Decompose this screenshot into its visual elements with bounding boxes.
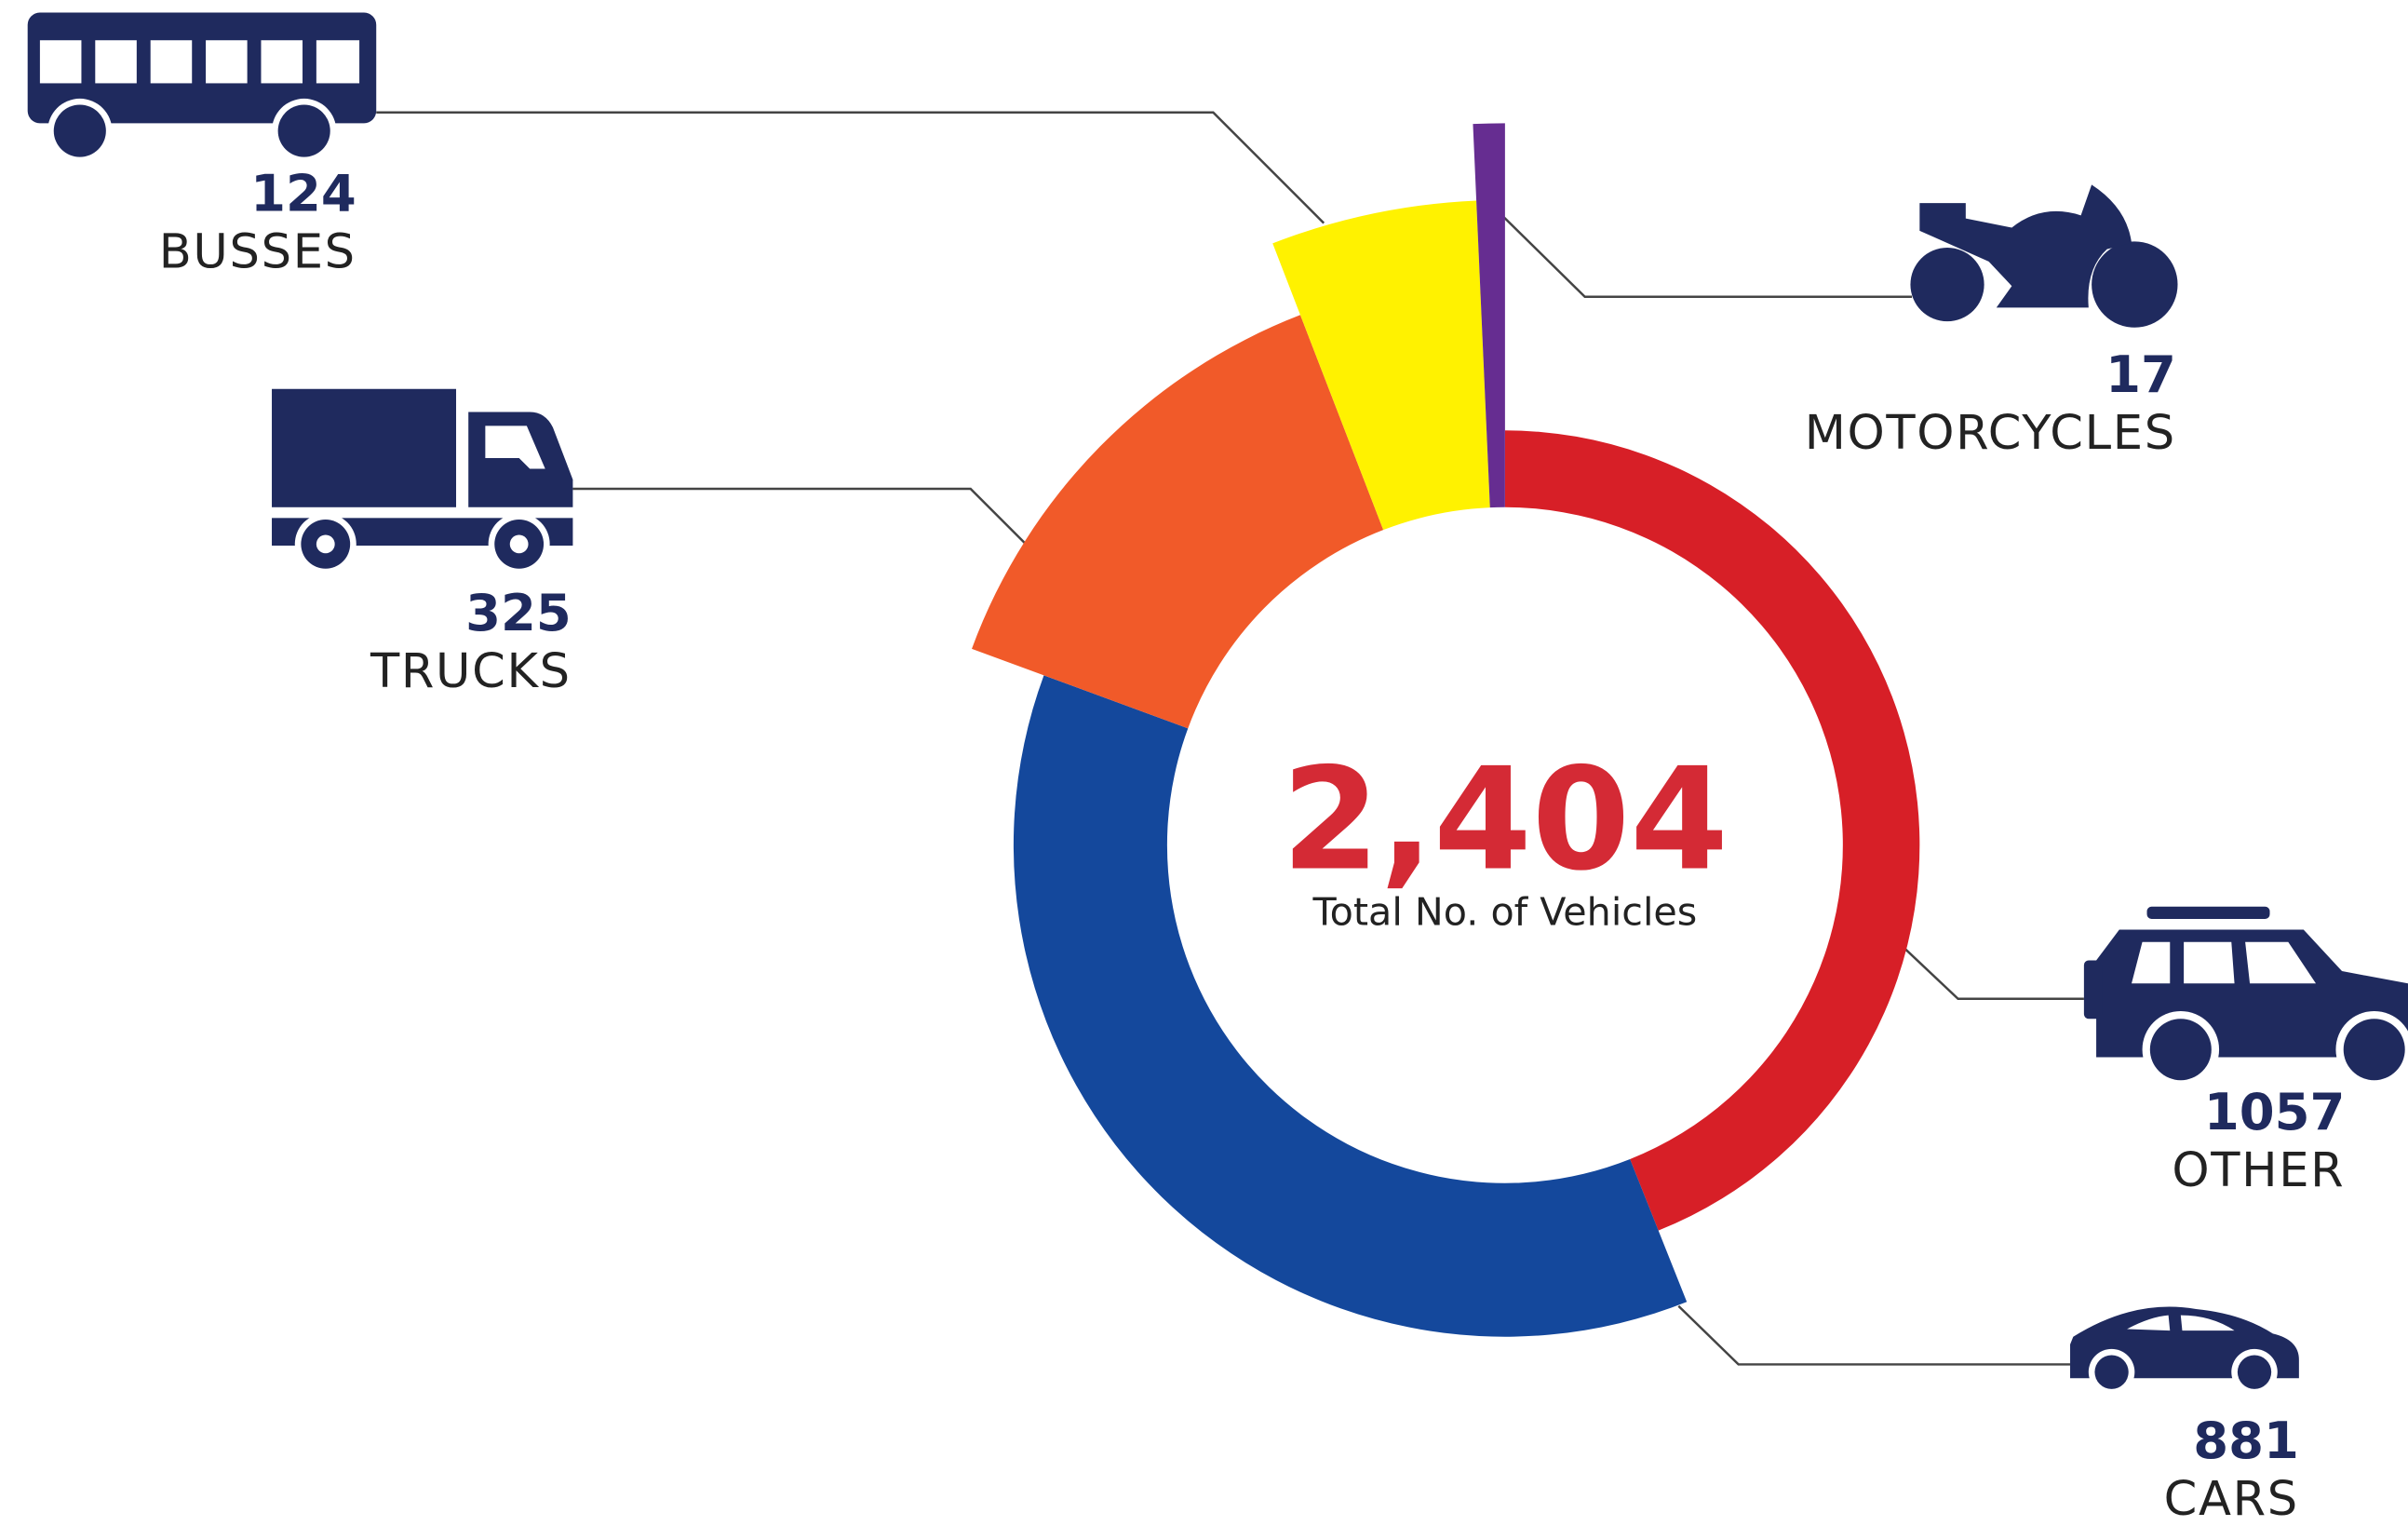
total-value: 2,404 (1282, 737, 1729, 902)
leader-line (572, 487, 1027, 546)
category-label: CARS (2164, 1472, 2299, 1526)
donut-segment (972, 315, 1384, 729)
total-caption: Total No. of Vehicles (1312, 890, 1697, 935)
category-label: OTHER (2172, 1143, 2345, 1198)
motorcycle-icon (1910, 184, 2178, 328)
suv-icon (2083, 906, 2408, 1088)
donut-segment (1013, 675, 1688, 1337)
bus-icon (27, 12, 377, 164)
car-icon (2070, 1306, 2299, 1396)
value-label: 325 (465, 583, 572, 642)
leader-line (1496, 209, 1913, 299)
value-label: 881 (2193, 1411, 2299, 1470)
value-label: 124 (250, 163, 356, 223)
leader-lines (376, 111, 2084, 1366)
truck-icon (272, 388, 573, 575)
donut-segment (1473, 123, 1505, 508)
category-label: BUSSES (159, 224, 356, 279)
leader-line (1677, 1304, 2071, 1366)
donut (972, 123, 1920, 1337)
value-label: 1057 (2204, 1082, 2346, 1141)
leader-line (1903, 947, 2084, 1000)
category-label: MOTORCYCLES (1805, 406, 2176, 461)
category-label: TRUCKS (370, 644, 572, 699)
value-label: 17 (2105, 344, 2176, 404)
leader-line (376, 111, 1325, 224)
donut-segment (1272, 200, 1490, 531)
donut-segment (1504, 430, 1920, 1231)
